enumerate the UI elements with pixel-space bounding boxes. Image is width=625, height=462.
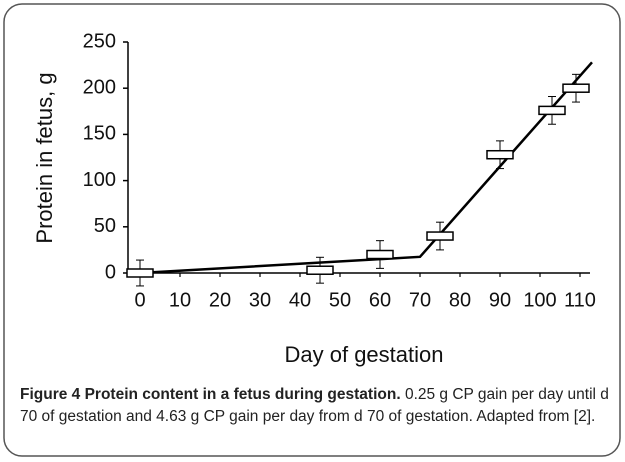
x-tick-label: 100	[523, 289, 556, 311]
x-tick-label: 80	[449, 289, 471, 311]
data-box	[366, 249, 394, 260]
data-box	[306, 265, 334, 275]
x-tick-label: 0	[134, 289, 145, 311]
y-tick-label: 250	[83, 30, 116, 52]
y-tick-label: 100	[83, 169, 116, 191]
data-box	[426, 231, 454, 241]
y-axis-label: Protein in fetus, g	[32, 72, 57, 243]
y-tick-label: 50	[94, 215, 116, 237]
y-tick-label: 200	[83, 76, 116, 98]
data-box	[486, 149, 514, 160]
caption-title: Figure 4 Protein content in a fetus duri…	[20, 386, 401, 403]
x-tick-label: 60	[369, 289, 391, 311]
x-tick-label: 30	[249, 289, 271, 311]
caption: Figure 4 Protein content in a fetus duri…	[20, 384, 612, 428]
data-box	[126, 268, 154, 278]
y-tick-label: 150	[83, 123, 116, 145]
caption-text: 0.25 g CP gain per day until d 70 of ges…	[20, 386, 609, 425]
data-box	[562, 83, 590, 93]
x-axis-label: Day of gestation	[285, 342, 444, 367]
x-tick-label: 40	[289, 289, 311, 311]
x-tick-label: 110	[564, 289, 596, 311]
x-tick-label: 50	[329, 289, 351, 311]
x-tick-label: 10	[169, 289, 191, 311]
model-line	[139, 61, 593, 275]
x-tick-label: 70	[409, 289, 431, 311]
y-tick-label: 0	[105, 261, 116, 283]
data-box	[538, 105, 566, 116]
x-tick-label: 90	[489, 289, 511, 311]
figure-border	[3, 3, 621, 457]
x-tick-label: 20	[209, 289, 231, 311]
